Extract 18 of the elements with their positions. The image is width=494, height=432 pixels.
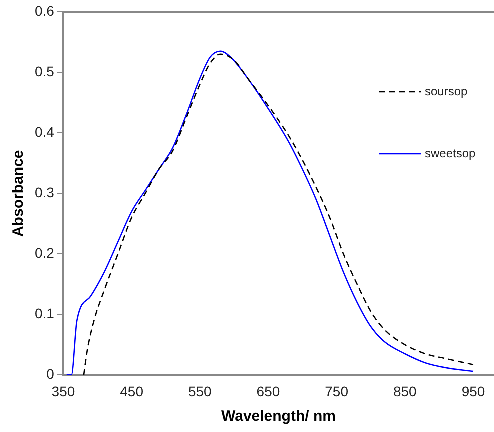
- y-tick-label: 0.6: [34, 2, 55, 19]
- y-tick-label: 0.3: [34, 184, 55, 200]
- legend-label: sweetsop: [425, 146, 476, 160]
- y-tick-label: 0.4: [34, 124, 55, 140]
- legend-label: soursop: [425, 84, 468, 98]
- x-tick-label: 650: [256, 383, 280, 400]
- y-tick-label: 0.1: [34, 306, 55, 322]
- x-tick-label: 950: [462, 383, 486, 400]
- x-tick-label: 350: [52, 383, 76, 400]
- y-tick-label: 0: [46, 366, 55, 382]
- x-tick-label: 550: [188, 383, 212, 400]
- x-tick-label: 850: [393, 383, 418, 400]
- x-tick-label: 450: [120, 383, 144, 400]
- x-axis-title: Wavelength/ nm: [221, 408, 336, 426]
- y-axis-title: Absorbance: [10, 150, 28, 237]
- y-tick-label: 0.5: [34, 63, 55, 80]
- x-tick-label: 750: [325, 383, 349, 400]
- y-tick-label: 0.2: [34, 244, 55, 261]
